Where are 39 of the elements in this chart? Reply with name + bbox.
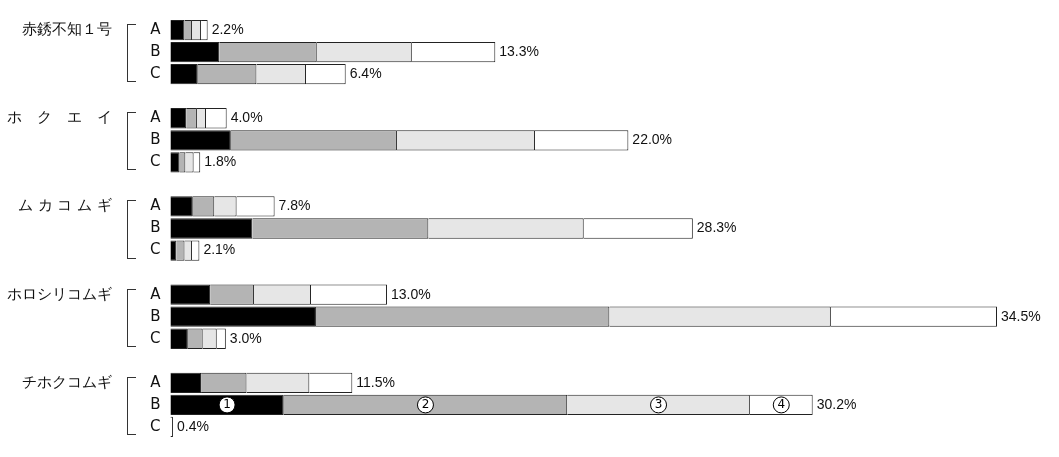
y-tick-label: A (150, 372, 162, 391)
y-tick-label: C (149, 328, 161, 347)
annotation: 4.0% (230, 109, 263, 126)
annotation: 1.8% (204, 153, 237, 170)
y-tick-label: B (150, 218, 161, 237)
y-tick-label: C (149, 152, 161, 171)
series-label: 4 (777, 397, 786, 412)
y-tick-label: B (150, 130, 161, 149)
y-tick-label: C (149, 240, 161, 259)
series-label: 3 (654, 397, 663, 412)
annotation: 7.8% (278, 197, 311, 214)
annotation: 13.3% (499, 42, 539, 59)
annotation: 2.2% (211, 20, 244, 37)
text: 赤銹不知１号 (22, 19, 112, 38)
annotation: 22.0% (632, 131, 673, 148)
y-tick-label: A (150, 108, 162, 127)
y-tick-label: C (149, 416, 161, 435)
y-tick-label: A (150, 19, 162, 38)
y-tick-label: B (150, 394, 161, 413)
y-tick-label: A (150, 284, 162, 303)
text: ホロシリコムギ (7, 284, 112, 303)
annotation: 11.5% (356, 373, 395, 390)
text: チホクコムギ (22, 372, 112, 391)
annotation: 2.1% (203, 241, 236, 258)
series-label: 2 (421, 397, 430, 412)
annotation: 13.0% (391, 285, 431, 302)
text: ホ ク エ イ (7, 108, 112, 127)
y-tick-label: B (150, 41, 161, 60)
annotation: 3.0% (229, 329, 262, 346)
annotation: 6.4% (349, 64, 382, 81)
y-tick-label: B (150, 306, 161, 325)
text: 34.5% (1001, 307, 1041, 324)
series-label: 1 (223, 397, 231, 412)
annotation: 28.3% (696, 219, 737, 236)
y-tick-label: A (150, 196, 162, 215)
text: ム カ コ ム ギ (17, 196, 112, 215)
y-tick-label: C (149, 64, 161, 83)
annotation: 0.4% (176, 417, 209, 434)
annotation: 30.2% (816, 395, 857, 412)
